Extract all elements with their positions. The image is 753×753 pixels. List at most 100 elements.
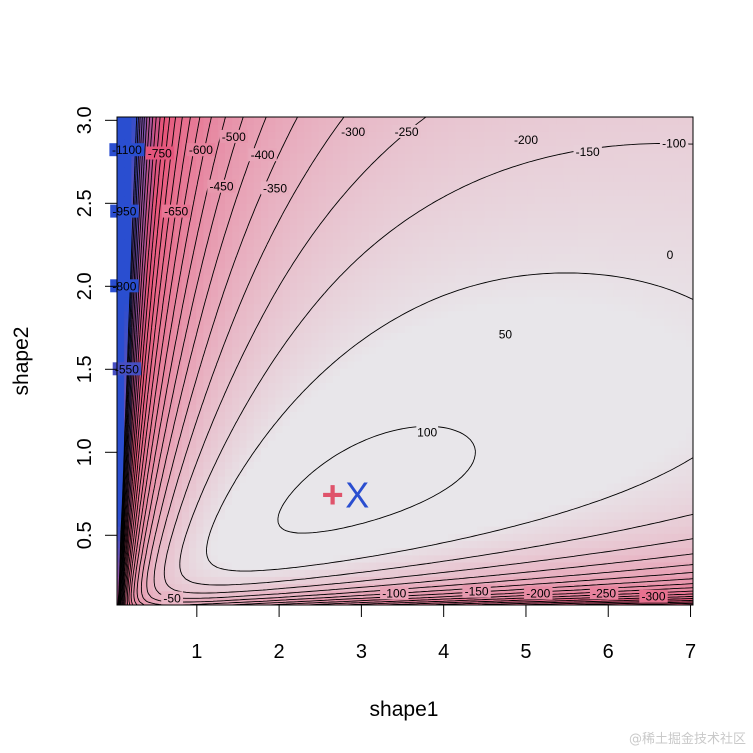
- heat-cell: [124, 597, 132, 605]
- heat-cell: [390, 389, 399, 398]
- heat-cell: [217, 260, 226, 269]
- heat-cell: [369, 418, 377, 427]
- heat-cell: [484, 174, 492, 183]
- heat-cell: [462, 361, 471, 369]
- heat-cell: [189, 475, 197, 484]
- heat-cell: [628, 554, 636, 563]
- heat-cell: [318, 396, 327, 405]
- heat-cell: [325, 289, 334, 298]
- heat-cell: [635, 317, 644, 326]
- heat-cell: [520, 411, 528, 420]
- heat-cell: [613, 511, 622, 520]
- heat-cell: [174, 332, 183, 341]
- heat-cell: [174, 339, 183, 348]
- heat-cell: [354, 181, 363, 190]
- heat-cell: [246, 425, 255, 434]
- heat-cell: [354, 411, 363, 420]
- heat-cell: [448, 353, 456, 362]
- heat-cell: [376, 239, 384, 247]
- heat-cell: [621, 167, 629, 176]
- heat-cell: [203, 267, 212, 276]
- heat-cell: [153, 425, 161, 434]
- heat-cell: [585, 303, 593, 312]
- heat-cell: [405, 368, 413, 376]
- heat-cell: [477, 224, 485, 233]
- heat-cell: [563, 411, 572, 420]
- heat-cell: [505, 590, 514, 599]
- heat-cell: [541, 418, 550, 427]
- heat-cell: [441, 483, 449, 491]
- heat-cell: [174, 310, 183, 319]
- heat-cell: [563, 131, 572, 140]
- heat-cell: [513, 597, 521, 605]
- heat-cell: [412, 597, 420, 605]
- heat-cell: [340, 361, 348, 369]
- heat-cell: [318, 310, 327, 319]
- heat-cell: [239, 167, 248, 176]
- heat-cell: [318, 253, 327, 262]
- heat-cell: [599, 504, 608, 513]
- heat-cell: [412, 253, 420, 262]
- heat-cell: [462, 554, 471, 563]
- heat-cell: [628, 389, 636, 398]
- heat-cell: [477, 533, 485, 542]
- heat-cell: [606, 260, 615, 269]
- heat-cell: [390, 289, 399, 298]
- heat-cell: [397, 239, 406, 247]
- heat-cell: [210, 497, 219, 506]
- heat-cell: [613, 181, 622, 190]
- heat-cell: [369, 131, 377, 140]
- heat-cell: [347, 138, 356, 147]
- heat-cell: [505, 597, 514, 605]
- heat-cell: [642, 518, 651, 527]
- heat-cell: [585, 203, 593, 211]
- heat-cell: [318, 353, 327, 362]
- heat-cell: [534, 210, 543, 219]
- heat-cell: [621, 468, 629, 477]
- heat-cell: [505, 396, 514, 405]
- heat-cell: [297, 167, 305, 176]
- heat-cell: [181, 511, 190, 520]
- heat-cell: [448, 368, 456, 376]
- heat-cell: [397, 282, 406, 290]
- heat-cell: [268, 475, 276, 484]
- heat-cell: [621, 418, 629, 427]
- heat-cell: [253, 490, 262, 498]
- heat-cell: [376, 511, 384, 520]
- heat-cell: [405, 396, 413, 405]
- heat-cell: [347, 454, 356, 463]
- heat-cell: [441, 447, 449, 455]
- heat-cell: [261, 174, 269, 183]
- heat-cell: [520, 389, 528, 398]
- heat-cell: [167, 274, 176, 283]
- heat-cell: [361, 375, 370, 384]
- heat-cell: [340, 475, 348, 484]
- heat-cell: [606, 210, 615, 219]
- heat-cell: [556, 418, 564, 427]
- heat-cell: [117, 124, 125, 132]
- heat-cell: [527, 547, 536, 556]
- heat-cell: [577, 361, 586, 369]
- heat-cell: [225, 303, 233, 312]
- heat-cell: [153, 418, 161, 427]
- heat-cell: [635, 203, 644, 211]
- heat-cell: [621, 124, 629, 132]
- heat-cell: [369, 174, 377, 183]
- heat-cell: [642, 576, 651, 585]
- heat-cell: [606, 382, 615, 391]
- heat-cell: [592, 447, 600, 455]
- heat-cell: [174, 461, 183, 470]
- heat-cell: [340, 497, 348, 506]
- heat-cell: [405, 597, 413, 605]
- heat-cell: [556, 361, 564, 369]
- heat-cell: [246, 483, 255, 491]
- heat-cell: [196, 432, 204, 441]
- heat-cell: [585, 131, 593, 140]
- heat-cell: [405, 353, 413, 362]
- heat-cell: [585, 454, 593, 463]
- heat-cell: [433, 310, 442, 319]
- heat-cell: [253, 339, 262, 348]
- heat-cell: [217, 246, 226, 254]
- heat-cell: [534, 526, 543, 534]
